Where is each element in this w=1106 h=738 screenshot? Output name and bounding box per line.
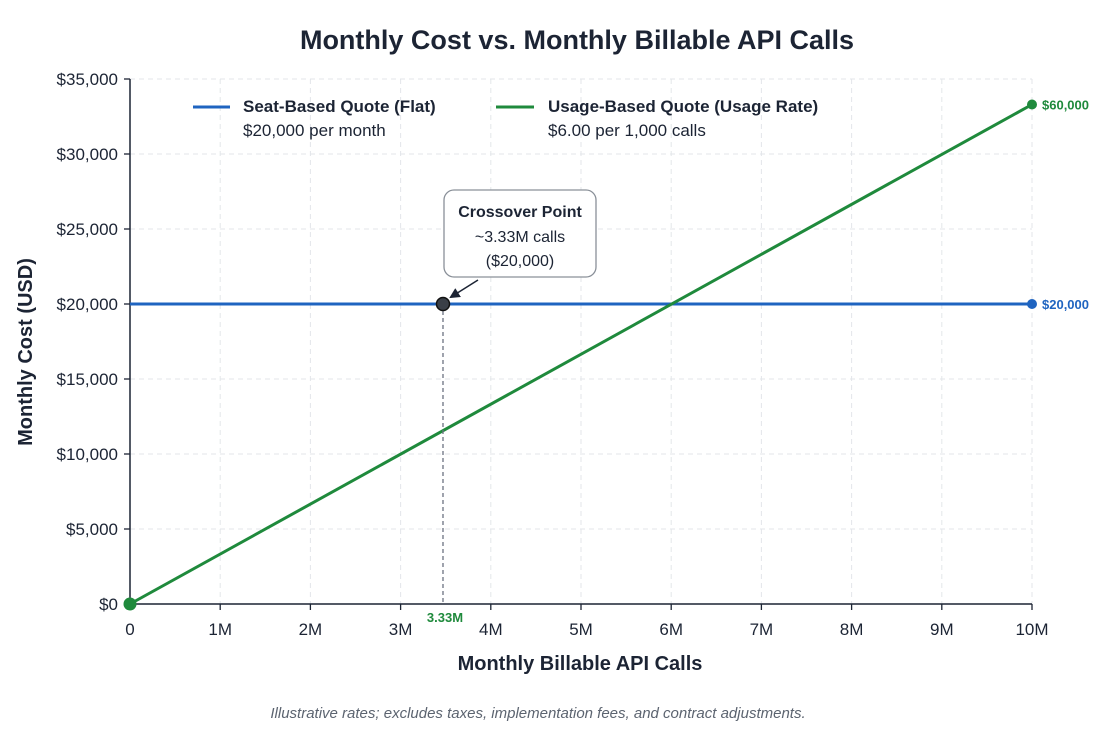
- footnote: Illustrative rates; excludes taxes, impl…: [270, 705, 805, 722]
- y-tick-label: $30,000: [57, 145, 118, 164]
- crossover-callout-arrow: [449, 279, 479, 299]
- crossover-callout-line2: ($20,000): [486, 253, 555, 270]
- y-tick-label: $25,000: [57, 220, 118, 239]
- crossover-callout-line1: ~3.33M calls: [475, 229, 565, 246]
- chart-title: Monthly Cost vs. Monthly Billable API Ca…: [300, 25, 854, 55]
- series-end-marker-1: [1027, 99, 1037, 110]
- series-end-marker-0: [1027, 299, 1037, 309]
- x-tick-label: 10M: [1015, 620, 1048, 639]
- legend-label-0: Seat-Based Quote (Flat): [243, 97, 436, 116]
- y-tick-label: $0: [99, 595, 118, 614]
- y-axis-title: Monthly Cost (USD): [15, 258, 37, 446]
- x-tick-label: 7M: [750, 620, 774, 639]
- x-tick-label: 1M: [208, 620, 232, 639]
- y-tick-label: $15,000: [57, 370, 118, 389]
- legend-description-1: $6.00 per 1,000 calls: [548, 121, 706, 140]
- legend-description-0: $20,000 per month: [243, 121, 386, 140]
- crossover-annotation: 3.33M Crossover Point ~3.33M calls ($20,000…: [427, 189, 597, 625]
- x-tick-label: 2M: [299, 620, 323, 639]
- legend: Seat-Based Quote (Flat) $20,000 per month…: [193, 97, 818, 140]
- x-tick-label: 0: [125, 620, 134, 639]
- x-tick-label: 8M: [840, 620, 864, 639]
- series-lines: $20,000 $60,000: [123, 98, 1089, 611]
- axes: $0 $5,000 $10,000 $15,000 $20,000 $25,000 $30,…: [57, 70, 1049, 639]
- x-tick-label: 5M: [569, 620, 593, 639]
- x-tick-label: 6M: [659, 620, 683, 639]
- crossover-callout-title: Crossover Point: [458, 204, 582, 221]
- crossover-callout-box: [443, 189, 597, 278]
- y-tick-label: $35,000: [57, 70, 118, 89]
- x-axis-title: Monthly Billable API Calls: [458, 653, 703, 675]
- y-tick-label: $10,000: [57, 445, 118, 464]
- legend-label-1: Usage-Based Quote (Usage Rate): [548, 97, 818, 116]
- x-tick-label: 9M: [930, 620, 954, 639]
- series-start-marker-1: [123, 597, 137, 611]
- series-end-label-1: $60,000: [1042, 98, 1089, 113]
- x-tick-label: 3M: [389, 620, 413, 639]
- crossover-x-label: 3.33M: [427, 610, 463, 625]
- y-tick-label: $20,000: [57, 295, 118, 314]
- y-tick-label: $5,000: [66, 520, 118, 539]
- grid: [130, 78, 1033, 604]
- series-line-1: [129, 103, 1033, 606]
- x-tick-label: 4M: [479, 620, 503, 639]
- series-end-label-0: $20,000: [1042, 297, 1089, 312]
- crossover-point-marker: [435, 296, 451, 312]
